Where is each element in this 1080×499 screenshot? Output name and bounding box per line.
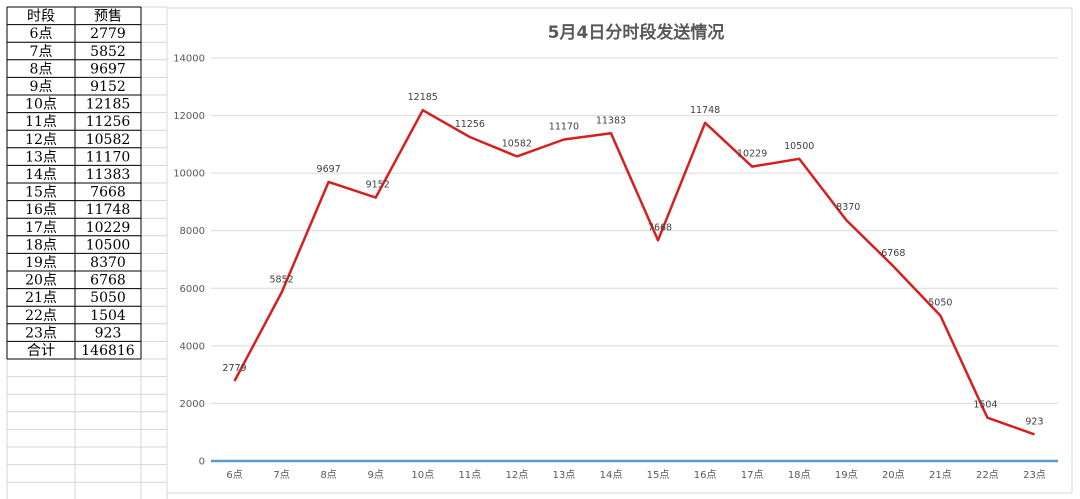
table-cell-time: 9点 (30, 79, 53, 95)
y-tick-label: 14000 (173, 54, 205, 65)
data-labels: 2779 5852 9697 9152 12185 11256 10582 11170 1138… (222, 92, 1043, 427)
x-tick-label: 6点 (226, 469, 242, 481)
x-tick-label: 10点 (411, 469, 434, 481)
table-cell-time: 13点 (25, 149, 57, 165)
data-label: 11748 (690, 105, 720, 116)
x-tick-label: 13点 (553, 469, 576, 481)
table-cell-value: 11170 (86, 149, 131, 165)
x-tick-label: 17点 (741, 469, 764, 481)
table-header-time: 时段 (27, 9, 55, 25)
x-tick-label: 18点 (788, 469, 811, 481)
data-label: 11170 (549, 121, 579, 132)
table-cell-time: 6点 (30, 26, 53, 42)
table-cell-value: 5852 (90, 44, 126, 60)
table-total-time: 合计 (27, 343, 55, 359)
table-cell-value: 6768 (90, 273, 126, 289)
x-tick-label: 16点 (694, 469, 717, 481)
x-tick-label: 20点 (882, 469, 905, 481)
table-cell-value: 2779 (90, 26, 126, 42)
data-label: 5852 (269, 275, 293, 286)
table-cell-value: 11748 (86, 202, 131, 218)
data-label: 8370 (836, 202, 860, 213)
table-cell-value: 5050 (90, 290, 126, 306)
y-axis-tick-labels: 0 2000 4000 6000 8000 10000 12000 14000 (173, 54, 205, 468)
table-cell-value: 9697 (90, 61, 126, 77)
table-cell-value: 923 (95, 325, 122, 341)
x-tick-label: 11点 (458, 469, 481, 481)
line-chart[interactable]: 5月4日分时段发送情况 0 2000 4000 6000 8000 10000 12000 1… (166, 7, 1073, 494)
data-label: 5050 (928, 298, 952, 309)
table-cell-time: 19点 (25, 255, 57, 271)
data-label: 923 (1025, 416, 1043, 427)
data-label: 11256 (455, 119, 485, 130)
table-cell-time: 12点 (25, 132, 57, 148)
table-cell-time: 17点 (25, 220, 57, 236)
x-tick-label: 9点 (368, 469, 384, 481)
table-cell-value: 8370 (90, 255, 126, 271)
data-label: 6768 (881, 248, 905, 259)
y-tick-label: 4000 (180, 341, 205, 352)
table-cell-time: 10点 (25, 97, 57, 113)
chart-series (211, 108, 1058, 463)
table-cell-time: 14点 (25, 167, 57, 183)
table-cell-value: 11256 (86, 114, 131, 130)
data-label: 1504 (973, 400, 997, 411)
table-cell-value: 12185 (86, 97, 131, 113)
table-cell-value: 10582 (86, 132, 131, 148)
y-tick-label: 0 (199, 457, 205, 468)
data-label: 2779 (222, 363, 246, 374)
x-tick-label: 7点 (273, 469, 289, 481)
data-label: 12185 (408, 92, 438, 103)
data-label: 9152 (366, 180, 390, 191)
table-cell-time: 11点 (25, 114, 57, 130)
x-tick-label: 21点 (929, 469, 952, 481)
table-cell-value: 7668 (90, 185, 126, 201)
table-cell-time: 7点 (30, 44, 53, 60)
x-tick-label: 19点 (835, 469, 858, 481)
x-tick-label: 15点 (647, 469, 670, 481)
data-label: 11383 (596, 115, 626, 126)
table-cell-value: 10229 (86, 220, 131, 236)
chart-area[interactable] (166, 7, 1073, 494)
data-label: 10229 (737, 149, 767, 160)
table-cell-time: 18点 (25, 237, 57, 253)
y-tick-label: 2000 (180, 399, 205, 410)
y-tick-label: 8000 (180, 226, 205, 237)
data-label: 10500 (784, 141, 814, 152)
sales-series-line (233, 108, 1035, 436)
table-cell-time: 20点 (25, 273, 57, 289)
y-tick-label: 12000 (173, 111, 205, 122)
table-cell-time: 22点 (25, 308, 57, 324)
table-cell-value: 10500 (86, 237, 131, 253)
table-cell-time: 23点 (25, 325, 57, 341)
data-label: 7668 (648, 222, 672, 233)
table-cell-value: 9152 (90, 79, 126, 95)
table-total-value: 146816 (81, 343, 135, 359)
x-tick-label: 12点 (505, 469, 528, 481)
table-cell-time: 8点 (30, 61, 53, 77)
x-tick-label: 22点 (976, 469, 999, 481)
table-cell-time: 16点 (25, 202, 57, 218)
data-label: 10582 (502, 138, 532, 149)
data-table: 时段 预售 6点 2779 7点 5852 8点 9697 9点 9152 10点 12185 11点 1… (6, 6, 142, 360)
data-label: 9697 (317, 164, 341, 175)
x-tick-label: 23点 (1023, 469, 1046, 481)
table-cell-time: 21点 (25, 290, 57, 306)
y-tick-label: 6000 (180, 284, 205, 295)
table-cell-value: 1504 (90, 308, 126, 324)
table-cell-value: 11383 (86, 167, 131, 183)
chart-title: 5月4日分时段发送情况 (548, 22, 725, 43)
x-axis-tick-labels: 6点 7点 8点 9点 10点 11点 12点 13点 14点 15点 16点 17点 18点 19点 20… (226, 469, 1045, 481)
x-tick-label: 8点 (320, 469, 336, 481)
table-header-value: 预售 (94, 9, 122, 25)
x-tick-label: 14点 (600, 469, 623, 481)
table-cell-time: 15点 (25, 185, 57, 201)
y-tick-label: 10000 (173, 169, 205, 180)
